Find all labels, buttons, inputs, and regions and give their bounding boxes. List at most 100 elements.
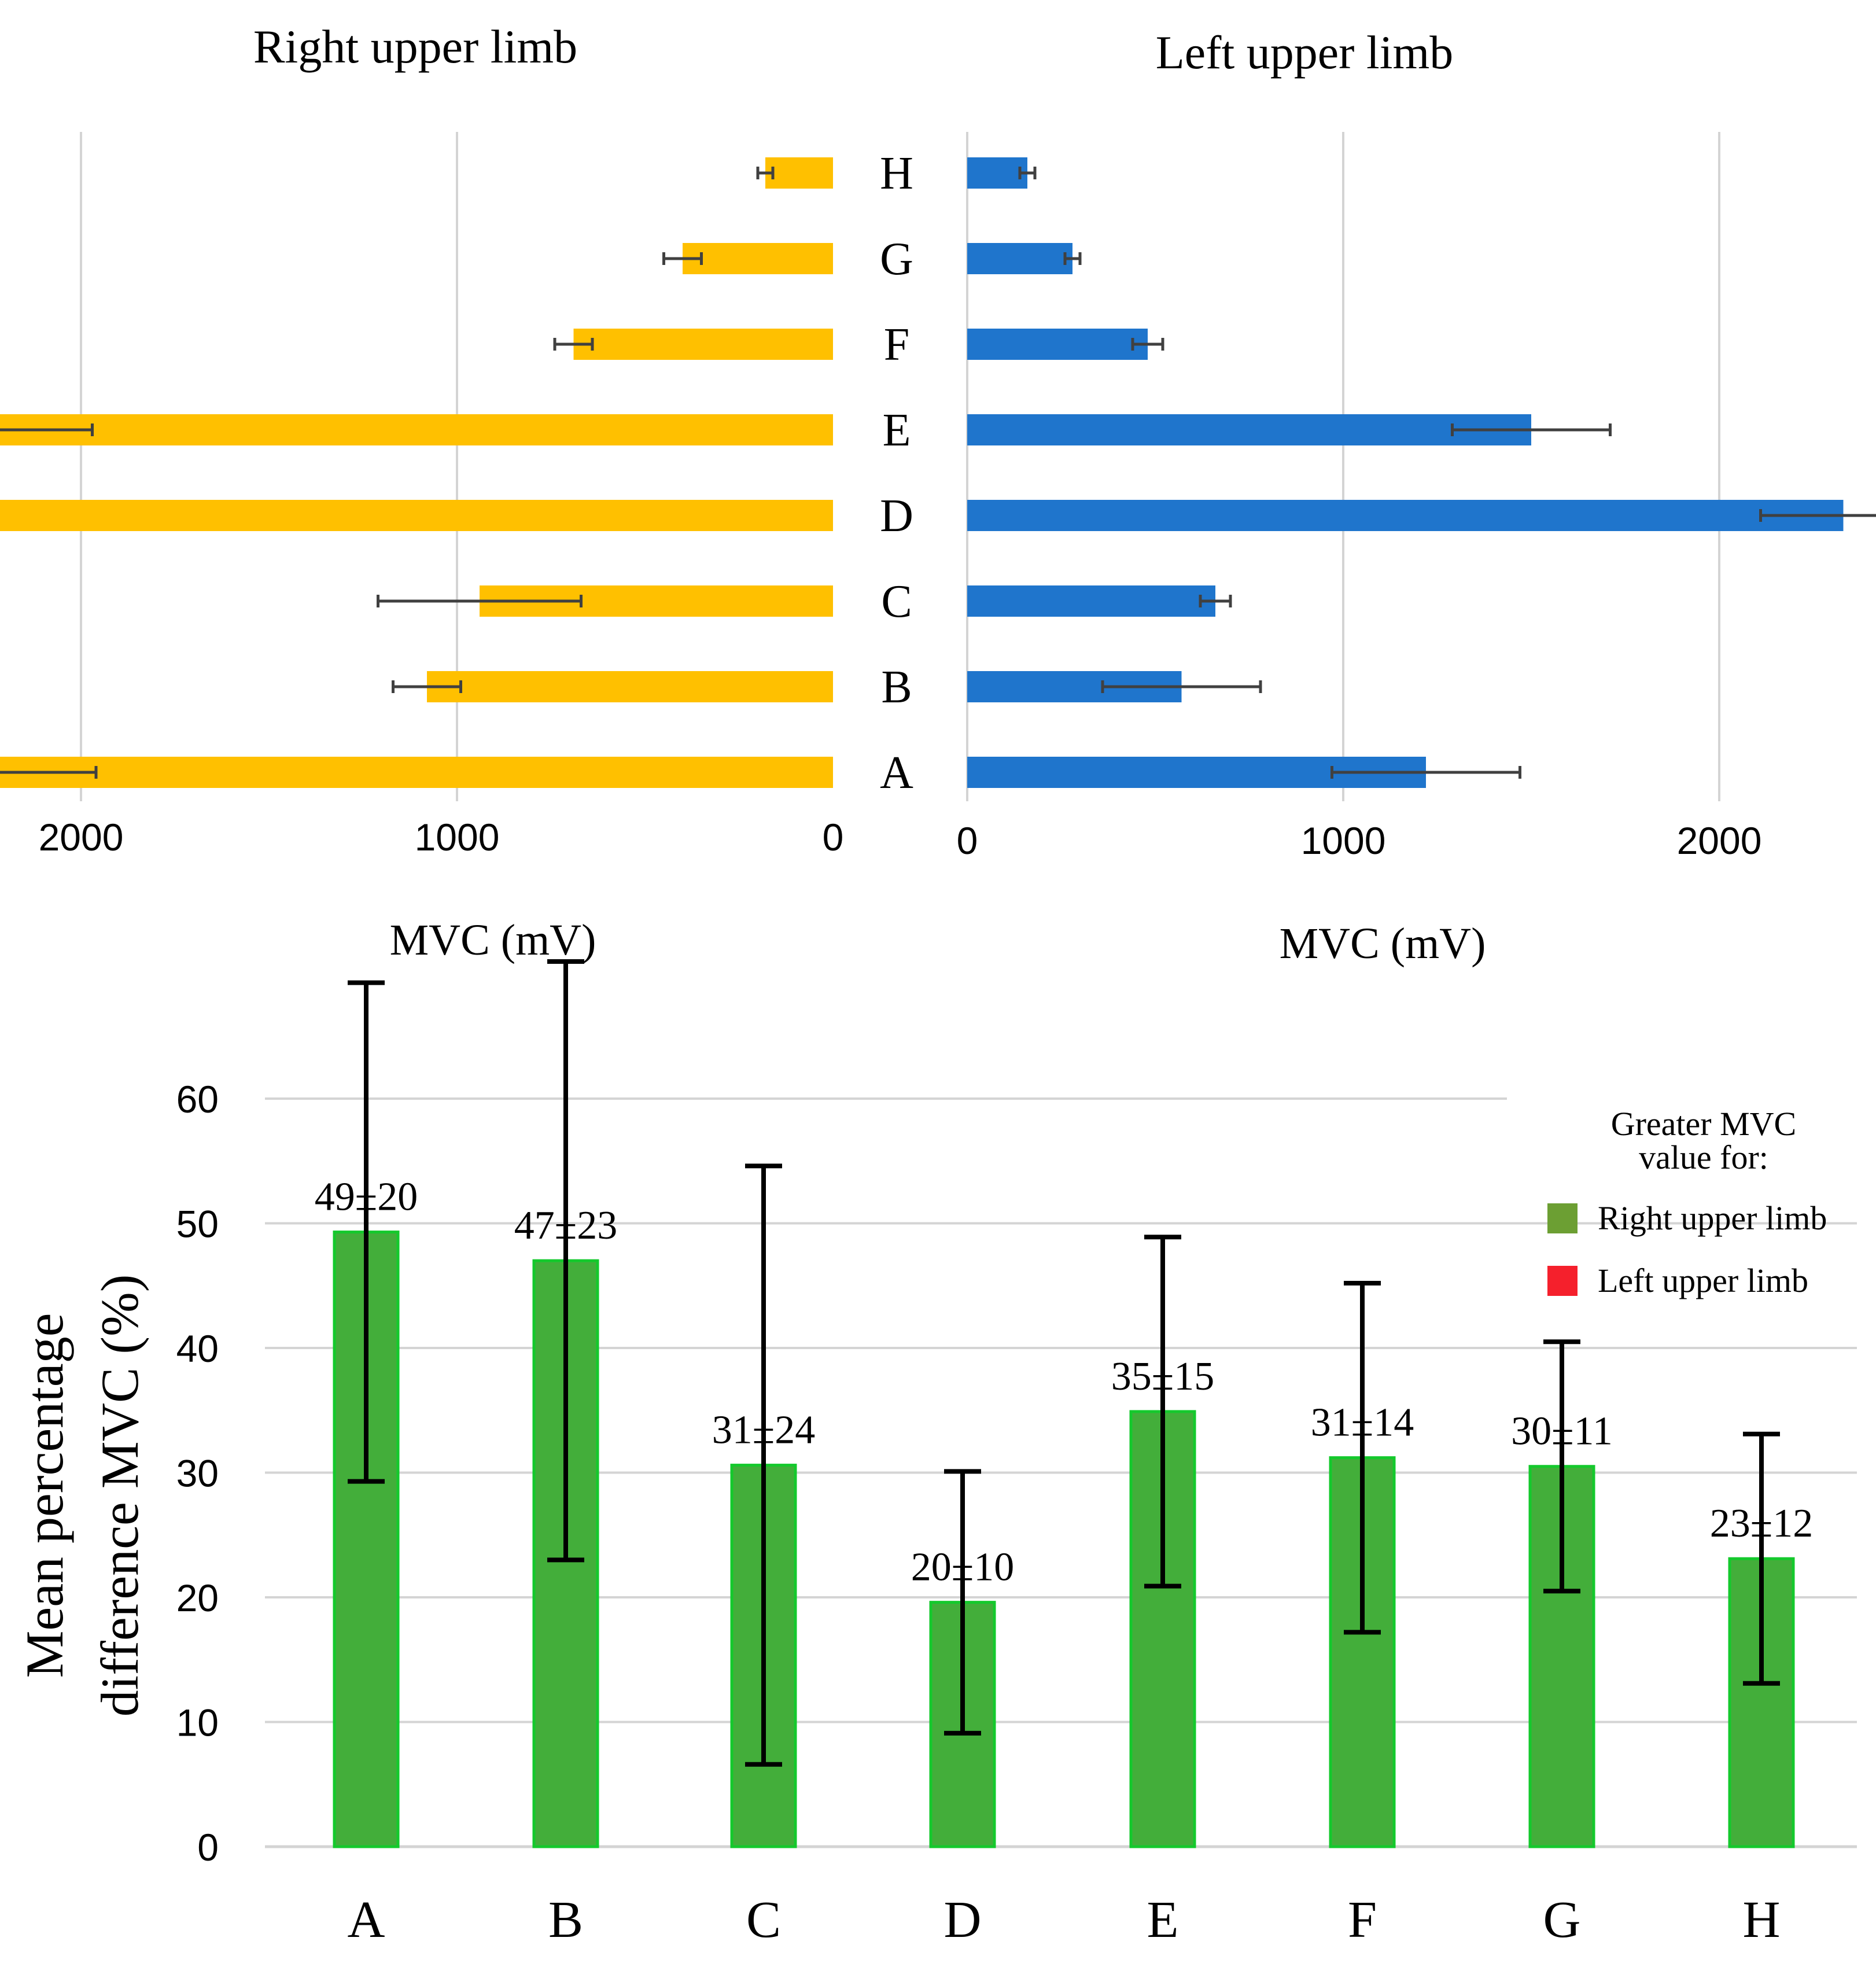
- top-category-label-C: C: [881, 576, 912, 627]
- data-label-C: 31±24: [712, 1408, 815, 1453]
- right-limb-bar-B: [427, 671, 833, 702]
- legend-title-line1: Greater MVC: [1611, 1105, 1797, 1143]
- y-tick-10: 10: [176, 1701, 219, 1744]
- right-limb-error-G: [662, 252, 703, 265]
- top-category-label-F: F: [884, 319, 910, 370]
- bottom-category-labels: A B C D E F G H: [348, 1891, 1781, 1948]
- bottom-bars: [333, 1231, 1795, 1848]
- data-label-A: 49±20: [315, 1175, 418, 1220]
- top-category-label-H: H: [880, 148, 913, 199]
- data-label-B: 47±23: [514, 1203, 617, 1248]
- top-category-label-D: D: [880, 491, 913, 542]
- right-limb-error-E: [0, 423, 94, 436]
- top-gridlines: [80, 132, 1720, 801]
- category-label-H: H: [1743, 1891, 1781, 1948]
- category-label-A: A: [348, 1891, 385, 1948]
- legend-swatch-right: [1547, 1203, 1578, 1233]
- right-limb-error-H: [756, 167, 775, 179]
- difference-error-G: [1543, 1339, 1580, 1594]
- y-tick-60: 60: [176, 1078, 219, 1121]
- right-limb-error-B: [392, 680, 462, 693]
- right-limb-bar-A: [0, 757, 833, 788]
- difference-error-E: [1144, 1235, 1181, 1589]
- top-category-label-A: A: [880, 747, 913, 798]
- difference-error-B: [547, 959, 584, 1563]
- difference-error-H: [1743, 1431, 1780, 1686]
- left-limb-error-E: [1451, 423, 1612, 436]
- left-limb-bar-F: [967, 329, 1148, 360]
- legend-title-line2: value for:: [1639, 1139, 1768, 1176]
- difference-error-F: [1344, 1280, 1381, 1635]
- right-limb-error-A: [0, 766, 98, 779]
- left-limb-error-A: [1330, 766, 1521, 779]
- y-axis-title: Mean percentage difference MVC (%): [15, 1275, 149, 1717]
- right-limb-error-F: [553, 338, 594, 351]
- y-tick-20: 20: [176, 1576, 219, 1619]
- right-limb-bar-E: [0, 414, 833, 445]
- y-tick-0: 0: [197, 1826, 219, 1869]
- category-label-F: F: [1348, 1891, 1377, 1948]
- right-limb-tick-1000: 1000: [415, 816, 500, 859]
- y-axis-title-line1: Mean percentage: [15, 1313, 74, 1678]
- right-limb-error-C: [377, 595, 583, 607]
- right-limb-bar-H: [765, 157, 833, 189]
- left-limb-error-F: [1131, 338, 1164, 351]
- left-limb-bar-C: [967, 585, 1215, 617]
- bottom-y-tick-labels: 0 10 20 30 40 50 60: [176, 1078, 219, 1869]
- left-limb-error-D: [1759, 509, 1876, 522]
- left-limb-tick-0: 0: [957, 819, 978, 862]
- data-label-D: 20±10: [911, 1545, 1014, 1590]
- y-tick-30: 30: [176, 1452, 219, 1495]
- right-limb-bar-G: [683, 243, 833, 274]
- legend-label-left: Left upper limb: [1598, 1262, 1808, 1299]
- right-limb-tick-2000: 2000: [39, 816, 124, 859]
- bottom-error-bars: [348, 959, 1780, 1767]
- left-limb-error-B: [1101, 680, 1262, 693]
- difference-error-C: [745, 1163, 782, 1767]
- legend-swatch-left: [1547, 1266, 1578, 1296]
- difference-error-D: [944, 1469, 981, 1736]
- top-category-label-E: E: [883, 405, 911, 456]
- data-label-E: 35±15: [1111, 1354, 1214, 1399]
- left-limb-xlabel: MVC (mV): [1280, 919, 1486, 968]
- bottom-data-labels: 49±20 47±23 31±24 20±10 35±15 31±14 30±11 23±12: [315, 1175, 1813, 1590]
- category-label-B: B: [548, 1891, 583, 1948]
- right-limb-tick-0: 0: [823, 816, 844, 859]
- right-limb-bar-F: [573, 329, 833, 360]
- right-limb-xlabel: MVC (mV): [390, 916, 596, 964]
- left-limb-bar-D: [967, 500, 1844, 531]
- data-label-F: 31±14: [1311, 1401, 1414, 1445]
- left-limb-tick-2000: 2000: [1677, 819, 1762, 862]
- y-tick-50: 50: [176, 1203, 219, 1246]
- category-label-D: D: [944, 1891, 982, 1948]
- legend: Greater MVC value for: Right upper limb …: [1547, 1105, 1827, 1299]
- butterfly-chart: Right upper limb Left upper limb ABCDEFG…: [0, 20, 1876, 968]
- y-axis-title-line2: difference MVC (%): [90, 1275, 149, 1717]
- data-label-H: 23±12: [1710, 1501, 1813, 1546]
- category-label-G: G: [1543, 1891, 1581, 1948]
- legend-label-right: Right upper limb: [1598, 1199, 1827, 1237]
- top-tick-labels: 4000300020001000001000200030004000: [39, 816, 1762, 862]
- left-limb-tick-1000: 1000: [1301, 819, 1386, 862]
- difference-error-A: [348, 980, 385, 1484]
- left-limb-error-C: [1199, 595, 1232, 607]
- top-error-bars: [0, 167, 1876, 779]
- left-limb-bar-E: [967, 414, 1531, 445]
- category-label-E: E: [1147, 1891, 1179, 1948]
- top-category-label-B: B: [881, 662, 912, 713]
- data-label-G: 30±11: [1511, 1409, 1613, 1454]
- category-label-C: C: [746, 1891, 781, 1948]
- left-limb-bar-H: [967, 157, 1027, 189]
- y-tick-40: 40: [176, 1327, 219, 1370]
- difference-chart: 49±20 47±23 31±24 20±10 35±15 31±14 30±11 23±12…: [15, 959, 1857, 1948]
- top-bars: [0, 157, 1844, 788]
- left-limb-bar-G: [967, 243, 1072, 274]
- left-limb-title: Left upper limb: [1156, 26, 1454, 79]
- left-limb-error-G: [1063, 252, 1082, 265]
- right-limb-title: Right upper limb: [253, 20, 577, 73]
- top-category-label-G: G: [880, 234, 913, 285]
- left-limb-error-H: [1018, 167, 1037, 179]
- right-limb-bar-D: [0, 500, 833, 531]
